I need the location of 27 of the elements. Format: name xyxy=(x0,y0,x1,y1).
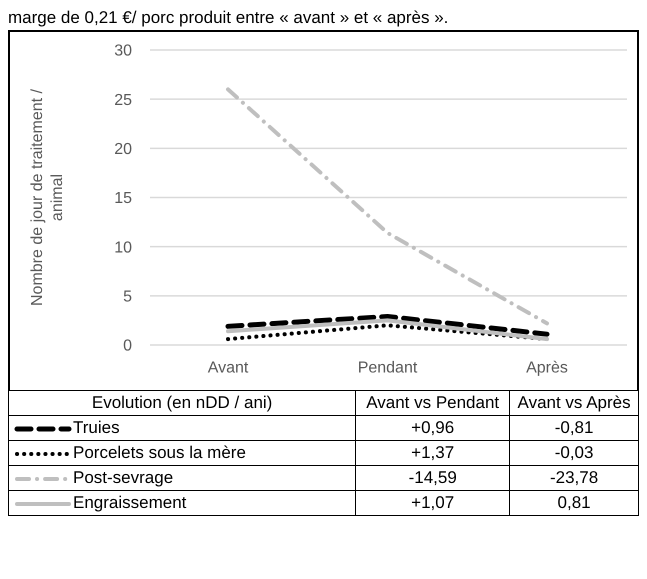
legend-label: Post-sevrage xyxy=(73,468,174,487)
y-tick-label: 0 xyxy=(123,338,132,355)
y-tick-label: 10 xyxy=(114,239,132,256)
text: marge de 0,21 €/ porc produit entre « avant » et « après ». xyxy=(8,8,450,28)
text: Evolution (en nDD / ani) xyxy=(8,390,356,416)
y-tick-label: 20 xyxy=(114,141,132,158)
legend-label: Porcelets sous la mère xyxy=(73,443,246,462)
text: +1,07 xyxy=(356,490,510,516)
text: +1,37 xyxy=(356,440,510,466)
text: -0,81 xyxy=(510,416,638,440)
y-tick-label: 25 xyxy=(114,92,132,109)
text: 0,81 xyxy=(510,490,638,516)
text: +0,96 xyxy=(356,416,510,440)
x-tick-label: Avant xyxy=(208,359,249,376)
y-tick-label: 30 xyxy=(114,42,132,60)
text: -0,03 xyxy=(510,440,638,466)
legend-label: Engraissement xyxy=(73,493,186,512)
text: -23,78 xyxy=(510,466,638,490)
y-axis-title: Nombre de jour de traitement / animal xyxy=(29,88,66,306)
y-tick-label: 5 xyxy=(123,288,132,306)
text: Avant vs Après xyxy=(510,390,638,416)
y-tick-label: 15 xyxy=(114,190,132,208)
legend-label: Truies xyxy=(73,418,120,437)
text: -14,59 xyxy=(356,466,510,490)
x-tick-label: Pendant xyxy=(358,359,418,376)
x-tick-label: Après xyxy=(526,359,568,376)
text: Avant vs Pendant xyxy=(356,390,510,416)
